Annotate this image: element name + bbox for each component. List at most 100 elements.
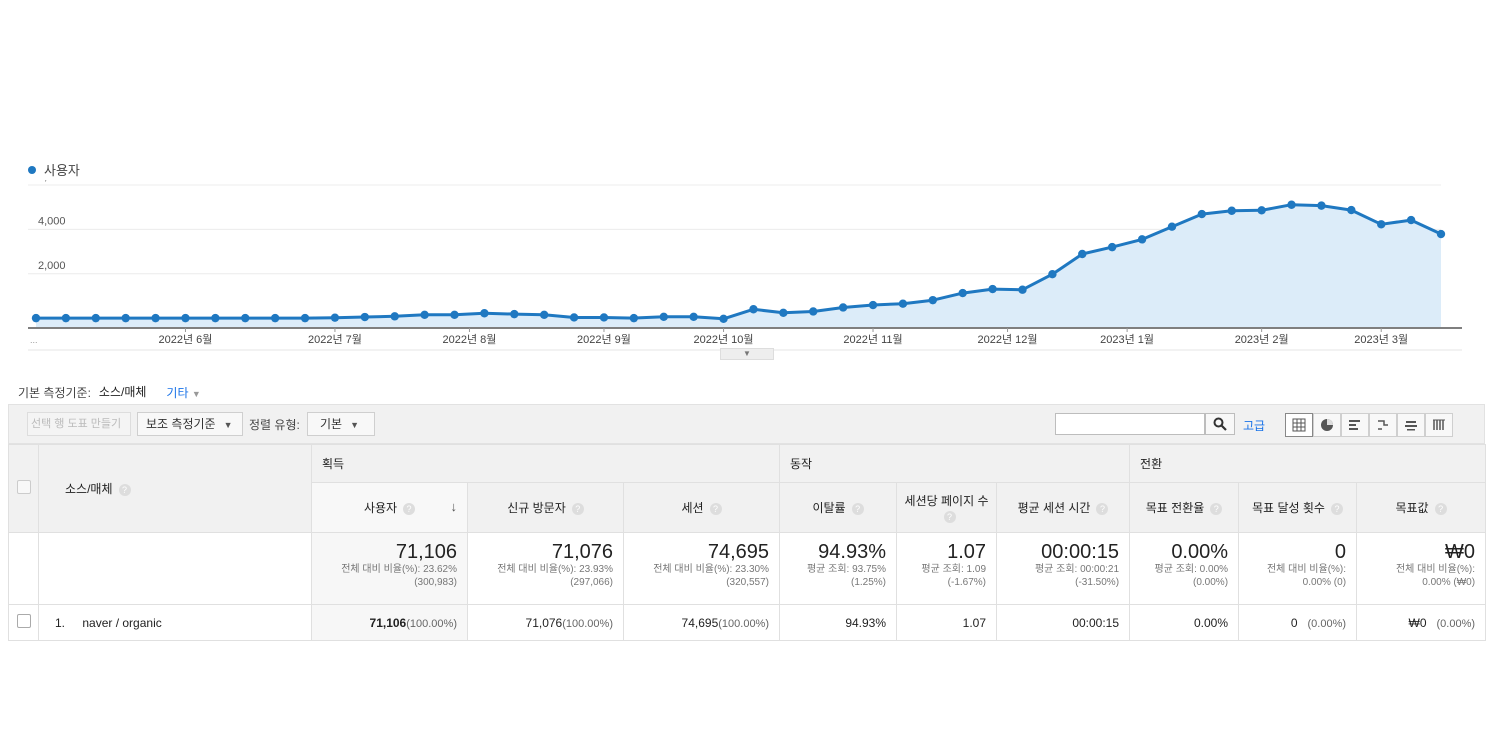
data-point[interactable]: [91, 313, 100, 323]
view-comparison-button[interactable]: [1369, 413, 1397, 437]
data-point[interactable]: [809, 307, 818, 316]
help-icon[interactable]: ?: [403, 502, 416, 515]
col-header-avg-session-duration[interactable]: 평균 세션 시간?: [996, 482, 1131, 533]
data-point[interactable]: [1257, 206, 1266, 215]
data-point[interactable]: [1048, 269, 1057, 279]
data-point[interactable]: [1436, 229, 1446, 239]
advanced-filter-link[interactable]: 고급: [1243, 419, 1266, 433]
data-point[interactable]: [360, 312, 370, 322]
data-point[interactable]: [599, 313, 609, 322]
plot-rows-button[interactable]: 선택 행 도표 만들기: [27, 412, 131, 436]
data-point[interactable]: [779, 308, 788, 317]
data-point[interactable]: [689, 312, 698, 321]
data-point[interactable]: [270, 313, 280, 323]
col-header-users[interactable]: 사용자? ↓: [311, 482, 468, 533]
dimension-header[interactable]: 소스/매체?: [38, 444, 312, 533]
chart-collapse-handle[interactable]: ▼: [720, 348, 774, 360]
data-point[interactable]: [121, 313, 130, 323]
data-point[interactable]: [31, 313, 41, 323]
data-point[interactable]: [420, 310, 429, 319]
totals-cell: 94.93% 평균 조회: 93.75% (1.25%): [779, 532, 898, 605]
data-point[interactable]: [1167, 222, 1177, 231]
secondary-dimension-dropdown[interactable]: 보조 측정기준 ▼: [137, 412, 243, 436]
data-point[interactable]: [300, 313, 310, 323]
help-icon[interactable]: ?: [1330, 502, 1343, 515]
table-row[interactable]: 1. naver / organic 71,106(100.00%) 71,076…: [8, 604, 1487, 641]
search-button[interactable]: [1205, 413, 1235, 435]
table-search-input[interactable]: [1055, 413, 1205, 435]
totals-cell: 71,106 전체 대비 비율(%): 23.62% (300,983): [311, 532, 468, 605]
data-point[interactable]: [1018, 285, 1027, 294]
data-point[interactable]: [1406, 215, 1416, 225]
data-point[interactable]: [1287, 200, 1296, 209]
dimension-current[interactable]: 소스/매체: [98, 385, 147, 399]
col-header-bounce-rate[interactable]: 이탈률?: [779, 482, 898, 533]
data-point[interactable]: [241, 313, 250, 323]
row-dimension-link[interactable]: naver / organic: [82, 615, 162, 630]
x-start-label: ...: [30, 335, 38, 345]
x-tick-label: 2023년 2월: [1235, 333, 1289, 346]
data-point[interactable]: [1377, 220, 1386, 229]
data-point[interactable]: [838, 303, 848, 312]
chart-legend[interactable]: 사용자: [28, 160, 80, 179]
row-metric-cell: 0.00%: [1129, 604, 1240, 641]
col-header-goal-conversion-rate[interactable]: 목표 전환율?: [1129, 482, 1240, 533]
row-checkbox[interactable]: [16, 614, 31, 628]
data-point[interactable]: [539, 310, 549, 319]
data-point[interactable]: [181, 313, 190, 323]
data-point[interactable]: [1317, 201, 1326, 210]
help-icon[interactable]: ?: [571, 502, 584, 515]
data-point[interactable]: [659, 312, 668, 321]
data-point[interactable]: [330, 313, 340, 322]
data-point[interactable]: [61, 313, 71, 323]
view-performance-button[interactable]: [1341, 413, 1369, 437]
data-point[interactable]: [480, 309, 489, 318]
data-point[interactable]: [1078, 249, 1087, 259]
x-tick-label: 2022년 10월: [694, 333, 754, 346]
data-point[interactable]: [510, 309, 519, 319]
data-point[interactable]: [1347, 205, 1356, 215]
total-comparison-detail: 0.00% (0): [1302, 577, 1347, 588]
col-header-pages-per-session[interactable]: 세션당 페이지 수?: [896, 482, 998, 533]
data-point[interactable]: [988, 284, 997, 294]
col-header-goal-completions[interactable]: 목표 달성 횟수?: [1238, 482, 1358, 533]
view-pie-button[interactable]: [1313, 413, 1341, 437]
data-point[interactable]: [1137, 235, 1147, 244]
help-icon[interactable]: ?: [943, 510, 956, 523]
data-point[interactable]: [868, 300, 878, 310]
sort-type-dropdown[interactable]: 기본 ▼: [307, 412, 375, 436]
row-metric-value: 0.00%: [1194, 615, 1229, 630]
select-all-checkbox[interactable]: [16, 480, 31, 494]
help-icon[interactable]: ?: [851, 502, 864, 515]
col-header-new-users[interactable]: 신규 방문자?: [467, 482, 624, 533]
help-icon[interactable]: ?: [118, 483, 131, 496]
help-icon[interactable]: ?: [709, 502, 722, 515]
data-point[interactable]: [898, 299, 908, 308]
row-metric-value: 94.93%: [845, 615, 887, 630]
help-icon[interactable]: ?: [1434, 502, 1447, 515]
dimension-other-link[interactable]: 기타 ▼: [166, 384, 200, 401]
data-point[interactable]: [450, 310, 459, 319]
data-point[interactable]: [390, 312, 399, 321]
users-line-chart[interactable]: 6,000 4,000 2,000 ... 2022년 6월 2022년 7월 2022년…: [0, 180, 1492, 355]
view-table-button[interactable]: [1285, 413, 1313, 437]
data-point[interactable]: [749, 305, 758, 314]
view-pivot-button[interactable]: [1425, 413, 1453, 437]
help-icon[interactable]: ?: [1096, 502, 1109, 515]
col-header-goal-value[interactable]: 목표값?: [1356, 482, 1487, 533]
data-point[interactable]: [1107, 242, 1117, 252]
view-term-cloud-button[interactable]: [1397, 413, 1425, 437]
data-point[interactable]: [569, 313, 579, 322]
data-point[interactable]: [928, 295, 938, 305]
data-point[interactable]: [151, 313, 160, 323]
data-point[interactable]: [1227, 206, 1236, 215]
data-point[interactable]: [719, 314, 728, 323]
data-point[interactable]: [1197, 209, 1207, 219]
col-header-sessions[interactable]: 세션?: [622, 482, 781, 533]
help-icon[interactable]: ?: [1210, 502, 1223, 515]
totals-cell: 1.07 평균 조회: 1.09 (-1.67%): [896, 532, 998, 605]
row-checkbox-cell: [8, 604, 39, 641]
data-point[interactable]: [629, 313, 639, 323]
data-point[interactable]: [211, 313, 220, 323]
data-point[interactable]: [958, 288, 967, 298]
